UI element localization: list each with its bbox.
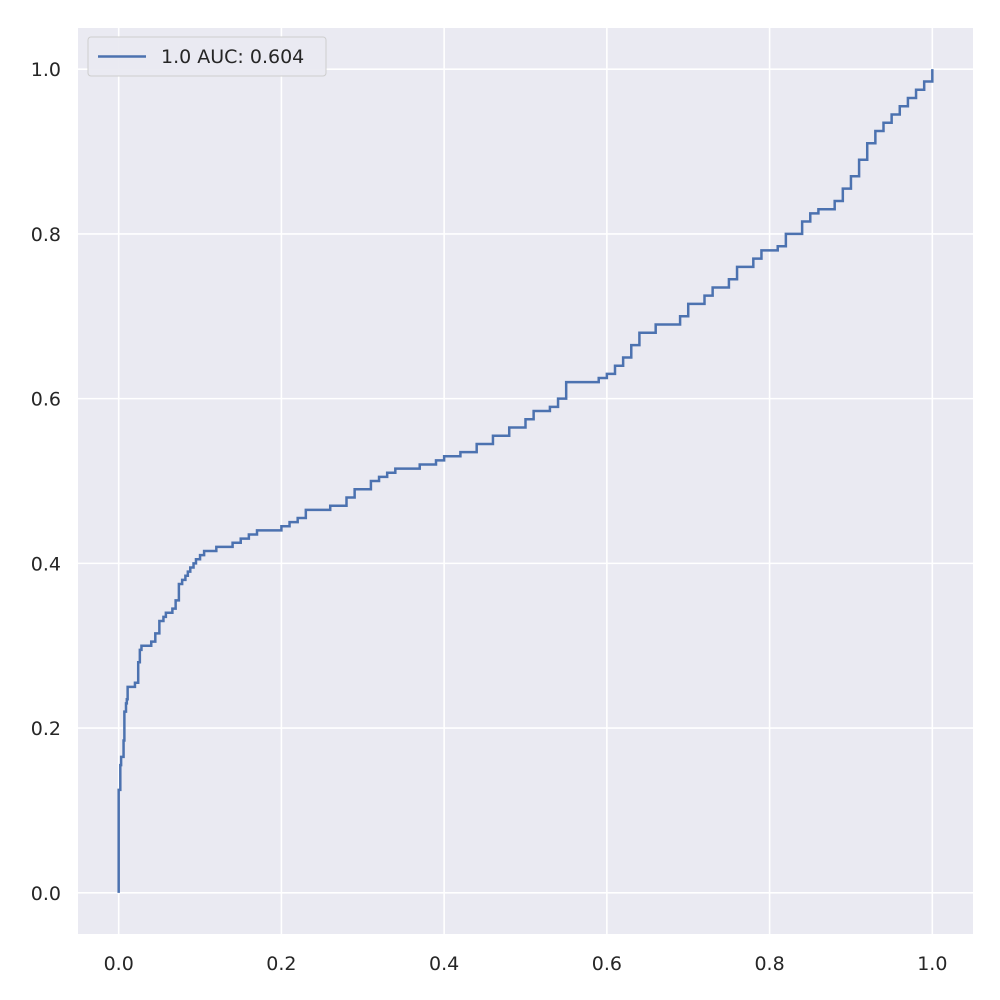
- x-tick-label: 0.4: [429, 953, 459, 975]
- roc-curve-line: [117, 69, 934, 893]
- x-tick-label: 0.0: [104, 953, 134, 975]
- y-tick-labels: 0.0 0.2 0.4 0.6 0.8 1.0: [31, 59, 61, 905]
- y-tick-label: 0.2: [31, 718, 61, 740]
- plot-area: [78, 28, 973, 934]
- legend-box: [87, 36, 327, 77]
- legend-label: 1.0 AUC: 0.604: [161, 46, 304, 68]
- x-tick-labels: 0.0 0.2 0.4 0.6 0.8 1.0: [104, 953, 948, 975]
- x-tick-label: 0.2: [266, 953, 296, 975]
- x-tick-label: 0.6: [592, 953, 622, 975]
- y-tick-label: 1.0: [31, 59, 61, 81]
- y-tick-label: 0.0: [31, 883, 61, 905]
- legend: 1.0 AUC: 0.604: [87, 36, 327, 77]
- y-tick-label: 0.4: [31, 553, 61, 575]
- x-gridlines: [117, 28, 934, 934]
- y-tick-label: 0.6: [31, 389, 61, 411]
- y-tick-label: 0.8: [31, 224, 61, 246]
- series-group: [117, 69, 934, 893]
- x-tick-label: 0.8: [754, 953, 784, 975]
- x-tick-label: 1.0: [917, 953, 947, 975]
